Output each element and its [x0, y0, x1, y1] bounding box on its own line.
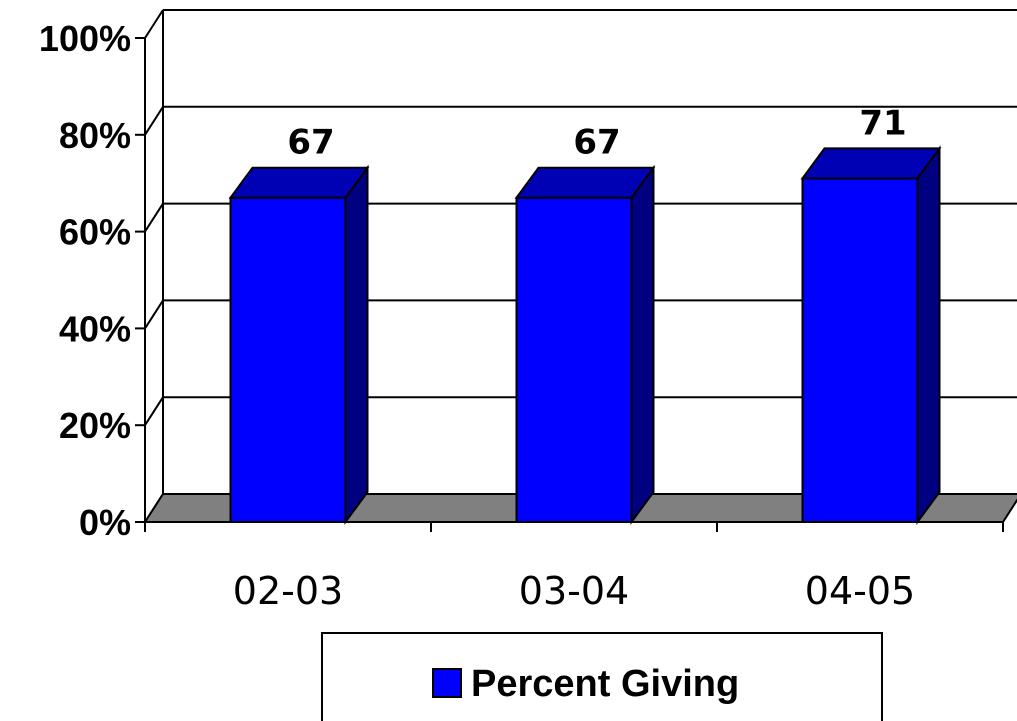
side-gridline [144, 106, 164, 136]
side-gridline [144, 9, 164, 39]
bar-side [344, 164, 369, 526]
y-tick-label: 100% [39, 18, 131, 59]
bar [228, 164, 370, 526]
side-gridline [144, 396, 164, 426]
category-label: 02-03 [233, 569, 343, 613]
bar-front [515, 196, 633, 523]
side-gridline [144, 203, 164, 233]
bars [228, 145, 942, 526]
y-tick-label: 0% [79, 502, 131, 543]
y-tick-label: 40% [59, 308, 131, 349]
category-label: 04-05 [805, 569, 915, 613]
legend-entry: Percent Giving [471, 663, 739, 705]
bar-top [514, 166, 656, 199]
legend: Percent Giving [321, 632, 883, 721]
labels: 0% 20% 40% 60% 80% 100% 67 02-03 67 03-04 71 04-05 [39, 18, 915, 613]
side-gridline [144, 299, 164, 329]
bar-front [229, 196, 347, 523]
y-tick-label: 60% [59, 212, 131, 253]
data-label: 71 [859, 103, 906, 143]
bar [800, 145, 942, 526]
category-label: 03-04 [519, 569, 629, 613]
legend-box [321, 632, 883, 721]
data-label: 67 [573, 123, 620, 163]
y-tick-label: 80% [59, 115, 131, 156]
bar-top [228, 166, 370, 199]
bar-top [800, 147, 942, 180]
legend-swatch [432, 668, 462, 698]
bar-front [801, 177, 919, 524]
y-tick-label: 20% [59, 405, 131, 446]
bar [514, 164, 656, 526]
data-label: 67 [287, 123, 334, 163]
bar-side [630, 164, 655, 526]
bar-side [916, 145, 941, 526]
